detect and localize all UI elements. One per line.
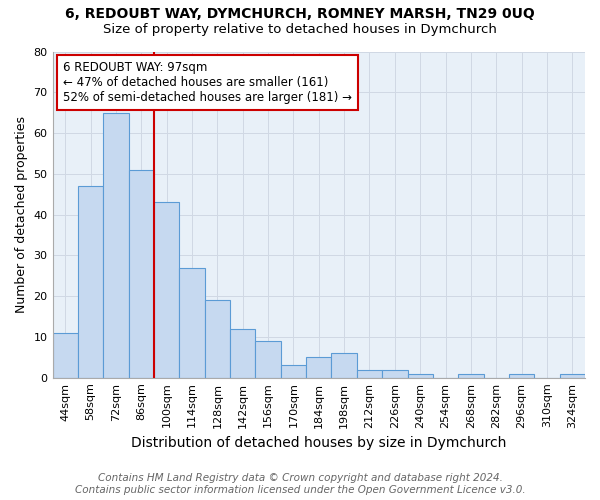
Bar [78, 186, 103, 378]
Bar [103, 112, 128, 378]
Bar [179, 268, 205, 378]
Y-axis label: Number of detached properties: Number of detached properties [15, 116, 28, 313]
Bar [281, 366, 306, 378]
X-axis label: Distribution of detached houses by size in Dymchurch: Distribution of detached houses by size … [131, 436, 506, 450]
Bar [560, 374, 585, 378]
Bar [53, 333, 78, 378]
Bar [331, 353, 357, 378]
Bar [407, 374, 433, 378]
Bar [205, 300, 230, 378]
Bar [306, 358, 331, 378]
Bar [128, 170, 154, 378]
Bar [458, 374, 484, 378]
Text: 6 REDOUBT WAY: 97sqm
← 47% of detached houses are smaller (161)
52% of semi-deta: 6 REDOUBT WAY: 97sqm ← 47% of detached h… [63, 62, 352, 104]
Text: Contains HM Land Registry data © Crown copyright and database right 2024.
Contai: Contains HM Land Registry data © Crown c… [74, 474, 526, 495]
Bar [357, 370, 382, 378]
Bar [509, 374, 534, 378]
Bar [382, 370, 407, 378]
Bar [230, 329, 256, 378]
Bar [154, 202, 179, 378]
Bar [256, 341, 281, 378]
Text: Size of property relative to detached houses in Dymchurch: Size of property relative to detached ho… [103, 22, 497, 36]
Text: 6, REDOUBT WAY, DYMCHURCH, ROMNEY MARSH, TN29 0UQ: 6, REDOUBT WAY, DYMCHURCH, ROMNEY MARSH,… [65, 8, 535, 22]
